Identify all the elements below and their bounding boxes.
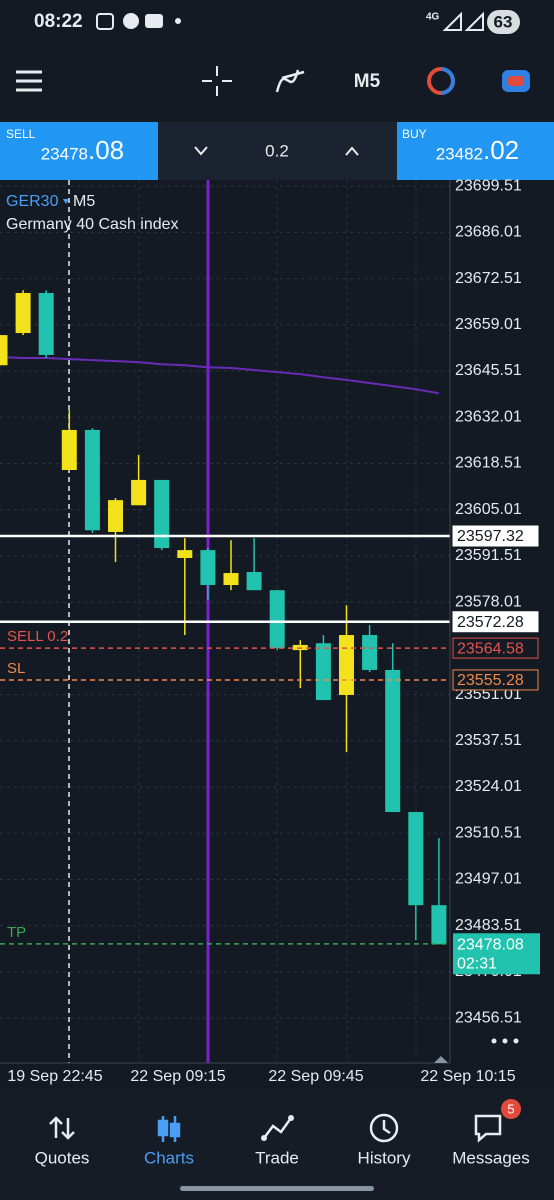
candle-body bbox=[154, 479, 170, 549]
buy-button[interactable] bbox=[397, 122, 554, 180]
home-indicator bbox=[180, 1186, 374, 1191]
symbol-description: Germany 40 Cash index bbox=[6, 216, 179, 233]
y-tick-label: 23686.01 bbox=[455, 224, 522, 241]
scroll-arrow[interactable] bbox=[434, 1056, 448, 1063]
volume-up[interactable] bbox=[345, 146, 359, 156]
level-price: 23572.28 bbox=[457, 614, 524, 631]
trade-button[interactable] bbox=[502, 70, 530, 92]
y-tick-label: 23578.01 bbox=[455, 593, 522, 610]
time-axis: 19 Sep 22:45 22 Sep 09:15 22 Sep 09:45 22 S… bbox=[7, 1068, 515, 1085]
menu-button[interactable] bbox=[16, 70, 42, 92]
y-tick-label: 23672.51 bbox=[455, 270, 522, 287]
bottom-nav bbox=[0, 1090, 554, 1200]
candle-body bbox=[108, 500, 123, 532]
candle-body bbox=[0, 335, 8, 366]
level-price: 23597.32 bbox=[457, 528, 524, 545]
y-tick-label: 23591.51 bbox=[455, 547, 522, 564]
badge-bubble bbox=[501, 1099, 521, 1119]
buy-price-main: 23482 bbox=[436, 144, 483, 163]
level-label: SL bbox=[7, 660, 25, 677]
messages-badge: 5 bbox=[507, 1101, 514, 1116]
plot bbox=[0, 290, 450, 945]
candle-body bbox=[131, 479, 147, 506]
y-tick-label: 23632.01 bbox=[455, 408, 522, 425]
candle-body bbox=[362, 635, 378, 670]
timeframe-button[interactable]: M5 bbox=[354, 71, 381, 92]
sell-button[interactable] bbox=[0, 122, 158, 180]
candle-body bbox=[269, 590, 285, 649]
scroll-dots bbox=[491, 1038, 519, 1044]
y-tick-label: 23659.01 bbox=[455, 316, 522, 333]
current-price-box bbox=[453, 933, 540, 975]
y-tick-label: 23510.51 bbox=[455, 824, 522, 841]
candle-body bbox=[246, 572, 262, 591]
nav-item[interactable]: History bbox=[358, 1148, 411, 1167]
y-tick-label: 23483.51 bbox=[455, 917, 522, 934]
sell-price-fraction: .08 bbox=[88, 135, 124, 165]
x-tick-label: 22 Sep 10:15 bbox=[420, 1068, 515, 1085]
status-icons bbox=[96, 11, 484, 31]
candle-body bbox=[84, 429, 100, 531]
level-label: TP bbox=[7, 924, 26, 941]
candle-body bbox=[408, 812, 424, 906]
network: 4G bbox=[426, 12, 440, 23]
crosshair-button[interactable] bbox=[202, 66, 232, 96]
volume[interactable]: 0.2 bbox=[265, 141, 289, 160]
current-price: 23478.08 bbox=[457, 936, 524, 953]
level-price: 23564.58 bbox=[457, 640, 524, 657]
level-price-box bbox=[452, 637, 539, 659]
symbol-dropdown[interactable] bbox=[63, 199, 69, 204]
x-tick-label: 19 Sep 22:45 bbox=[7, 1068, 102, 1085]
candle-body bbox=[200, 550, 216, 586]
symbol[interactable]: GER30 bbox=[6, 193, 59, 210]
y-tick-label: 23497.01 bbox=[455, 871, 522, 888]
price-axis: 23699.51 23686.01 23672.51 23659.01 23645.51… bbox=[455, 177, 522, 1026]
nav-item[interactable]: Messages bbox=[452, 1148, 529, 1167]
battery-pill bbox=[487, 10, 520, 34]
nav-item[interactable]: Charts bbox=[144, 1148, 194, 1167]
level-price: 23555.28 bbox=[457, 672, 524, 689]
volume-down[interactable] bbox=[194, 146, 208, 156]
y-tick-label: 23537.51 bbox=[455, 732, 522, 749]
y-tick-label: 23524.01 bbox=[455, 778, 522, 795]
y-tick-label: 23699.51 bbox=[455, 177, 522, 194]
y-tick-label: 23605.01 bbox=[455, 501, 522, 518]
candle-body bbox=[38, 292, 54, 355]
candle-body bbox=[385, 669, 401, 813]
buy-label: BUY bbox=[402, 127, 427, 141]
nav-item[interactable]: Quotes bbox=[35, 1148, 90, 1167]
y-tick-label: 23618.51 bbox=[455, 455, 522, 472]
indicators-button[interactable] bbox=[275, 69, 305, 93]
sell-price-main: 23478 bbox=[41, 144, 88, 163]
level-price-box bbox=[452, 669, 539, 691]
nav-items: Quotes Charts Trade History Messages bbox=[35, 1148, 530, 1167]
battery: 63 bbox=[494, 12, 513, 31]
clock: 08:22 bbox=[34, 11, 83, 32]
nav-item[interactable]: Trade bbox=[255, 1148, 299, 1167]
x-tick-label: 22 Sep 09:15 bbox=[130, 1068, 225, 1085]
candle-body bbox=[223, 573, 239, 586]
nav-icons bbox=[49, 1113, 502, 1143]
x-tick-label: 22 Sep 09:45 bbox=[268, 1068, 363, 1085]
sell-label: SELL bbox=[6, 127, 36, 141]
candle-body bbox=[431, 905, 447, 945]
buy-price-fraction: .02 bbox=[483, 135, 519, 165]
moving-average bbox=[0, 356, 440, 395]
level-price-box bbox=[452, 525, 539, 547]
y-tick-label: 23456.51 bbox=[455, 1009, 522, 1026]
candle-body bbox=[315, 643, 331, 701]
chart-timeframe: M5 bbox=[73, 193, 95, 210]
level-price-box bbox=[452, 611, 539, 633]
candle-body bbox=[339, 635, 354, 695]
y-tick-label: 23645.51 bbox=[455, 362, 522, 379]
candle-body bbox=[61, 429, 77, 470]
level-label: SELL 0.2 bbox=[7, 628, 68, 645]
countdown: 02:31 bbox=[457, 955, 497, 972]
candle-body bbox=[177, 550, 193, 558]
candle-body bbox=[15, 292, 31, 334]
objects-button[interactable] bbox=[427, 67, 455, 95]
